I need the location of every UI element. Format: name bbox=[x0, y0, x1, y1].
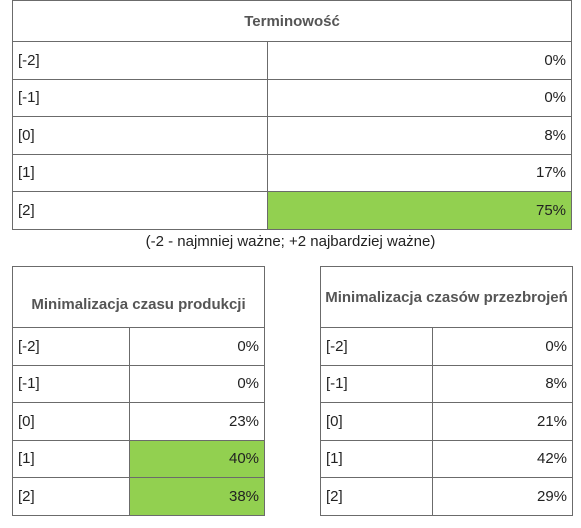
table-row: [1] 40% bbox=[12, 439, 266, 478]
row-value: 17% bbox=[266, 153, 573, 192]
table-title: Minimalizacja czasu produkcji bbox=[11, 266, 266, 328]
row-value: 21% bbox=[431, 402, 574, 441]
row-key: [1] bbox=[12, 153, 268, 192]
czasy-przezbrojen-table: Minimalizacja czasów przezbrojeń [-2] 0%… bbox=[319, 266, 574, 516]
row-key: [0] bbox=[12, 116, 268, 155]
table-row: [-2] 0% bbox=[12, 41, 573, 80]
row-key: [-2] bbox=[12, 327, 130, 366]
row-value-highlighted: 38% bbox=[128, 477, 266, 516]
row-key: [1] bbox=[320, 439, 433, 478]
table-row: [-1] 8% bbox=[320, 364, 574, 403]
row-key: [1] bbox=[12, 439, 130, 478]
table-title: Minimalizacja czasów przezbrojeń bbox=[319, 266, 574, 328]
row-value: 8% bbox=[431, 364, 574, 403]
row-value: 0% bbox=[128, 364, 266, 403]
row-value: 29% bbox=[431, 477, 574, 516]
row-key: [-2] bbox=[12, 41, 268, 80]
row-value: 0% bbox=[431, 327, 574, 366]
row-value: 0% bbox=[266, 78, 573, 117]
row-value-highlighted: 40% bbox=[128, 439, 266, 478]
table-row: [2] 38% bbox=[12, 477, 266, 516]
table-row: [2] 75% bbox=[12, 191, 573, 230]
row-value: 0% bbox=[128, 327, 266, 366]
table-row: [0] 21% bbox=[320, 402, 574, 441]
row-key: [2] bbox=[12, 191, 268, 230]
table-row: [0] 23% bbox=[12, 402, 266, 441]
row-key: [2] bbox=[12, 477, 130, 516]
row-key: [-1] bbox=[12, 78, 268, 117]
table-row: [0] 8% bbox=[12, 116, 573, 155]
row-key: [2] bbox=[320, 477, 433, 516]
table-row: [1] 17% bbox=[12, 153, 573, 192]
row-key: [0] bbox=[320, 402, 433, 441]
czas-produkcji-table: Minimalizacja czasu produkcji [-2] 0% [-… bbox=[11, 266, 266, 516]
row-value: 8% bbox=[266, 116, 573, 155]
table-row: [-2] 0% bbox=[12, 327, 266, 366]
row-key: [-1] bbox=[320, 364, 433, 403]
table-row: [1] 42% bbox=[320, 439, 574, 478]
table-row: [2] 29% bbox=[320, 477, 574, 516]
row-value-highlighted: 75% bbox=[266, 191, 573, 230]
row-key: [-1] bbox=[12, 364, 130, 403]
table-row: [-1] 0% bbox=[12, 364, 266, 403]
row-value: 42% bbox=[431, 439, 574, 478]
table-title: Terminowość bbox=[11, 0, 573, 42]
terminowosc-table: Terminowość [-2] 0% [-1] 0% [0] 8% [1] 1… bbox=[11, 0, 573, 230]
row-key: [0] bbox=[12, 402, 130, 441]
scale-note: (-2 - najmniej ważne; +2 najbardziej waż… bbox=[145, 233, 436, 250]
table-row: [-1] 0% bbox=[12, 78, 573, 117]
row-key: [-2] bbox=[320, 327, 433, 366]
row-value: 0% bbox=[266, 41, 573, 80]
table-row: [-2] 0% bbox=[320, 327, 574, 366]
row-value: 23% bbox=[128, 402, 266, 441]
